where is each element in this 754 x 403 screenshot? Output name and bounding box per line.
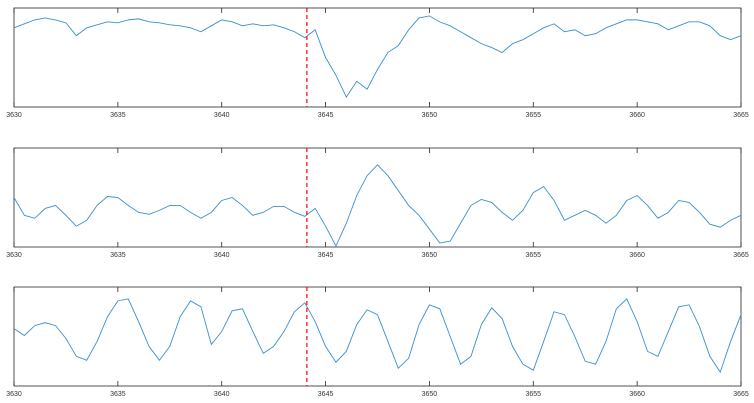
x-tick-label: 3665 — [733, 112, 749, 119]
x-tick-label: 3655 — [525, 252, 541, 259]
data-line — [13, 164, 742, 248]
x-tick-label: 3665 — [733, 391, 749, 398]
x-tick-label: 3635 — [110, 391, 126, 398]
x-tick-label: 3645 — [318, 112, 334, 119]
x-tick-label: 3635 — [110, 252, 126, 259]
x-tick-label: 3650 — [422, 252, 438, 259]
x-tick-label: 3640 — [214, 112, 230, 119]
data-line — [13, 298, 742, 374]
x-tick-label: 3655 — [525, 391, 541, 398]
x-tick-label: 3645 — [318, 252, 334, 259]
x-tick-label: 3640 — [214, 391, 230, 398]
x-tick-label: 3660 — [629, 112, 645, 119]
x-tick-label: 3630 — [6, 252, 22, 259]
x-tick-label: 3650 — [422, 112, 438, 119]
x-tick-label: 3655 — [525, 112, 541, 119]
data-line — [13, 15, 742, 99]
axes-frame — [13, 7, 742, 108]
x-tick-label: 3645 — [318, 391, 334, 398]
x-tick-label: 3640 — [214, 252, 230, 259]
x-tick-label: 3665 — [733, 252, 749, 259]
x-tick-label: 3660 — [629, 391, 645, 398]
x-tick-label: 3630 — [6, 391, 22, 398]
axes-frame — [13, 286, 742, 387]
x-tick-label: 3660 — [629, 252, 645, 259]
x-tick-label: 3630 — [6, 112, 22, 119]
x-tick-label: 3650 — [422, 391, 438, 398]
x-tick-label: 3635 — [110, 112, 126, 119]
